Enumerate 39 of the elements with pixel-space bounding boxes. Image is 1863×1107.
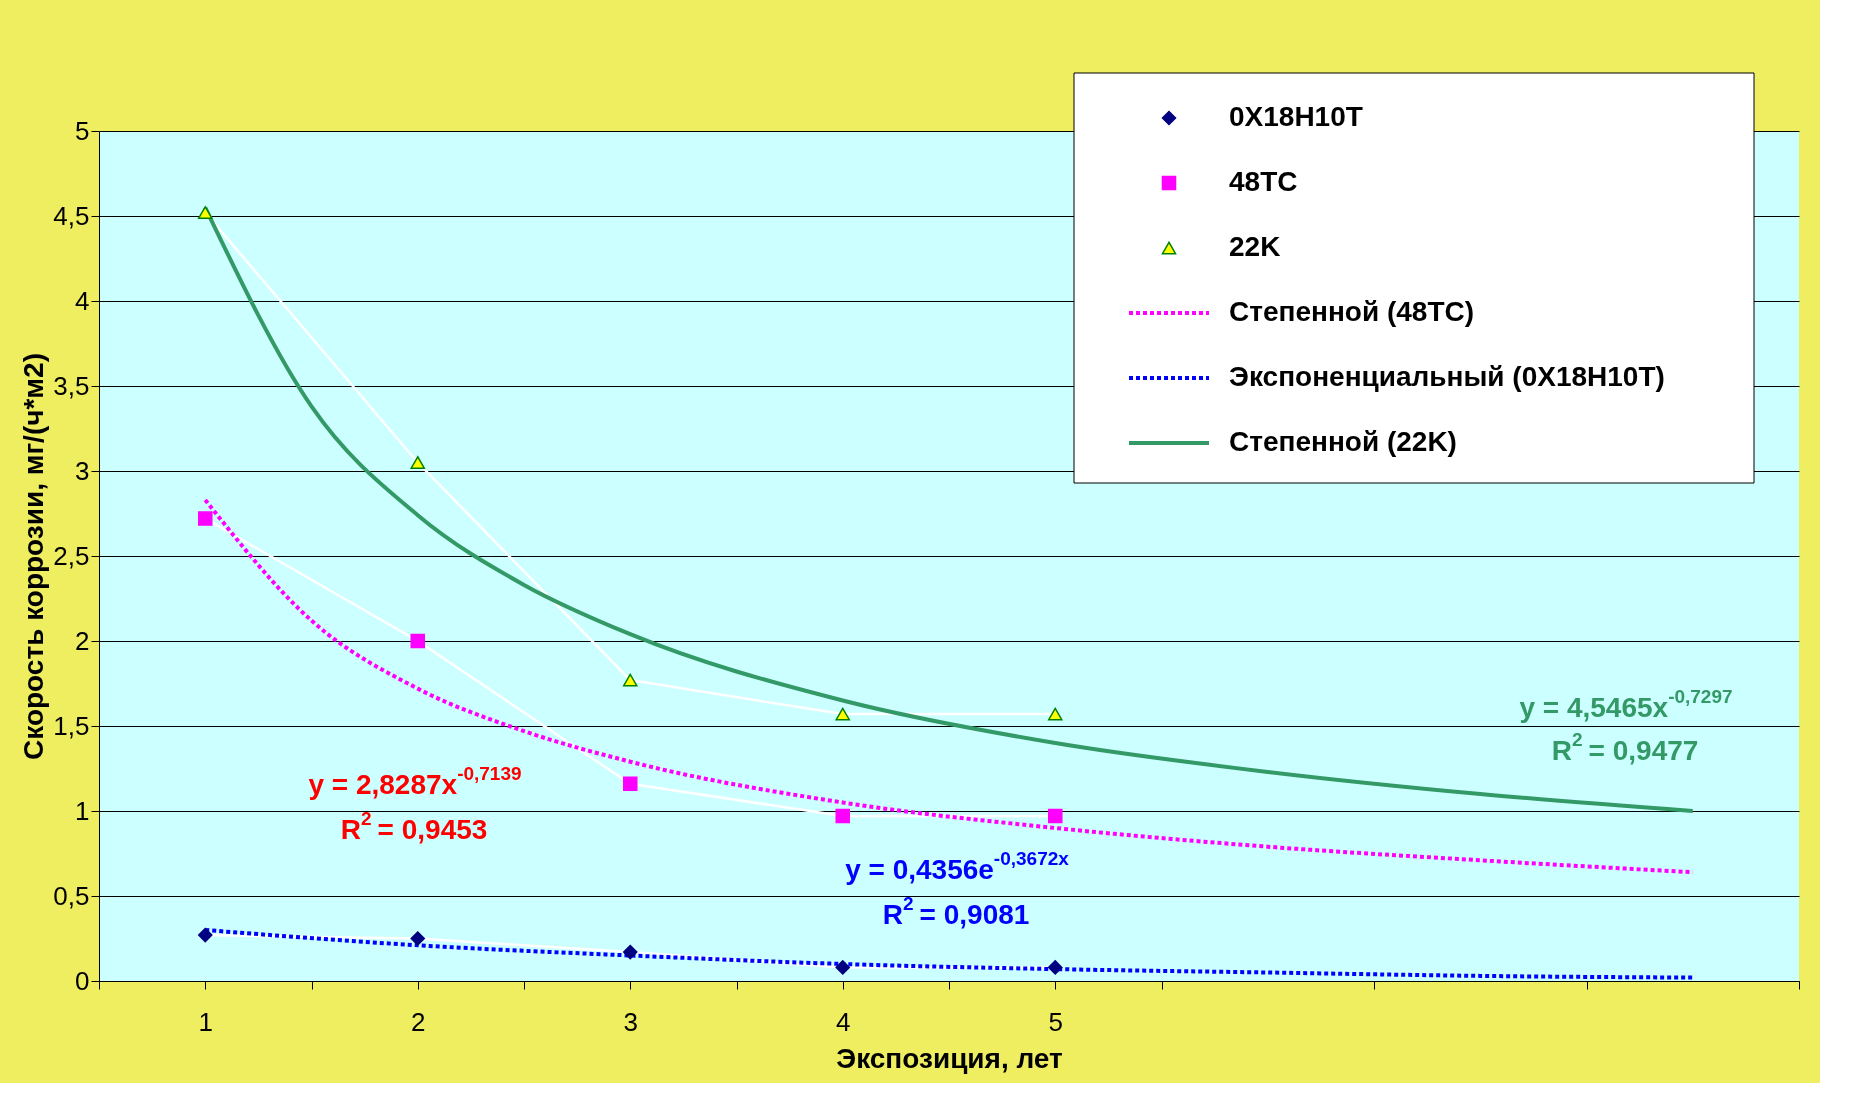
y-tick-label: 3 xyxy=(75,455,90,486)
point xyxy=(835,960,851,975)
x-tick-label: 2 xyxy=(411,1006,426,1037)
point xyxy=(197,927,213,943)
point xyxy=(410,633,426,649)
point xyxy=(197,511,213,526)
point xyxy=(197,206,213,219)
point xyxy=(835,808,851,824)
legend-label: 22K xyxy=(1229,231,1281,262)
y-tick-label: 1 xyxy=(75,795,90,826)
x-tick-label: 3 xyxy=(623,1006,638,1037)
legend-label: Экспоненциальный (0X18H10T) xyxy=(1229,361,1665,392)
y-tick-label: 0 xyxy=(75,965,90,996)
point xyxy=(1047,707,1063,721)
legend-label: Степенной (22K) xyxy=(1229,426,1457,457)
x-tick-label: 1 xyxy=(198,1006,213,1037)
y-tick-label: 4,5 xyxy=(53,200,90,231)
y-tick-label: 1,5 xyxy=(53,710,90,741)
point xyxy=(1047,808,1063,824)
y-tick-label: 3,5 xyxy=(53,370,90,401)
point xyxy=(835,707,851,721)
x-axis-title: Экспозиция, лет xyxy=(836,1042,1063,1074)
point xyxy=(622,776,638,792)
x-tick-label: 5 xyxy=(1048,1006,1063,1037)
legend-label: 0X18H10T xyxy=(1229,101,1363,132)
point xyxy=(622,673,638,687)
y-axis-title: Скорость коррозии, мг/(ч*м2) xyxy=(18,353,50,760)
y-tick-label: 2 xyxy=(75,625,90,656)
y-tick-label: 0,5 xyxy=(53,880,90,911)
y-tick-label: 4 xyxy=(75,285,90,316)
point xyxy=(410,456,426,469)
legend-label: Степенной (48TC) xyxy=(1229,296,1475,327)
point xyxy=(622,944,638,960)
y-tick-label: 5 xyxy=(75,115,90,146)
point xyxy=(410,931,426,946)
y-tick-label: 2,5 xyxy=(53,540,90,571)
x-tick-label: 4 xyxy=(836,1006,851,1037)
legend-label: 48TC xyxy=(1229,166,1298,197)
point xyxy=(1047,960,1063,975)
